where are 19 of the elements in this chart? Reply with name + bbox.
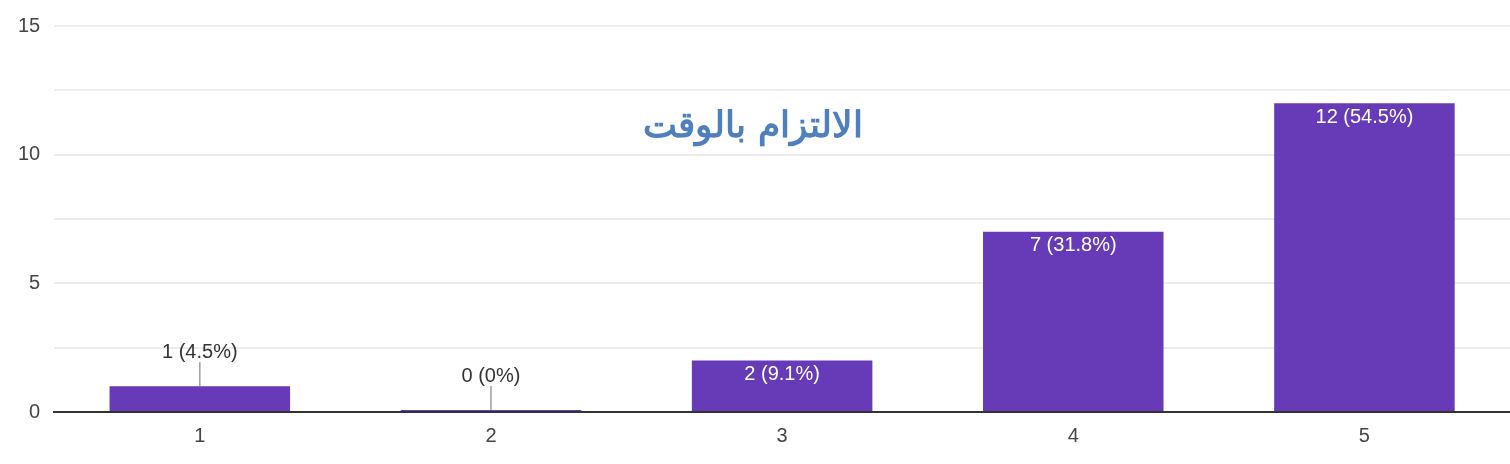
x-tick-label: 1 bbox=[194, 423, 206, 446]
data-label: 1 (4.5%) bbox=[162, 339, 238, 362]
x-tick-label: 3 bbox=[776, 423, 788, 446]
data-label: 0 (0%) bbox=[461, 363, 521, 386]
data-label: 7 (31.8%) bbox=[1029, 233, 1117, 256]
bar bbox=[691, 360, 873, 411]
y-tick-label: 0 bbox=[29, 399, 41, 422]
data-label: 2 (9.1%) bbox=[744, 362, 820, 385]
y-tick-label: 5 bbox=[29, 270, 41, 293]
y-tick-label: 15 bbox=[18, 13, 41, 36]
bar bbox=[109, 386, 291, 411]
x-tick-label: 4 bbox=[1067, 423, 1079, 446]
bar bbox=[983, 231, 1164, 411]
bar bbox=[1274, 103, 1455, 411]
x-tick-label: 2 bbox=[485, 423, 497, 446]
text: الالتزام بالوقت bbox=[642, 103, 864, 148]
y-tick-label: 10 bbox=[18, 142, 41, 165]
data-label: 12 (54.5%) bbox=[1315, 104, 1414, 127]
x-tick-label: 5 bbox=[1358, 423, 1370, 446]
